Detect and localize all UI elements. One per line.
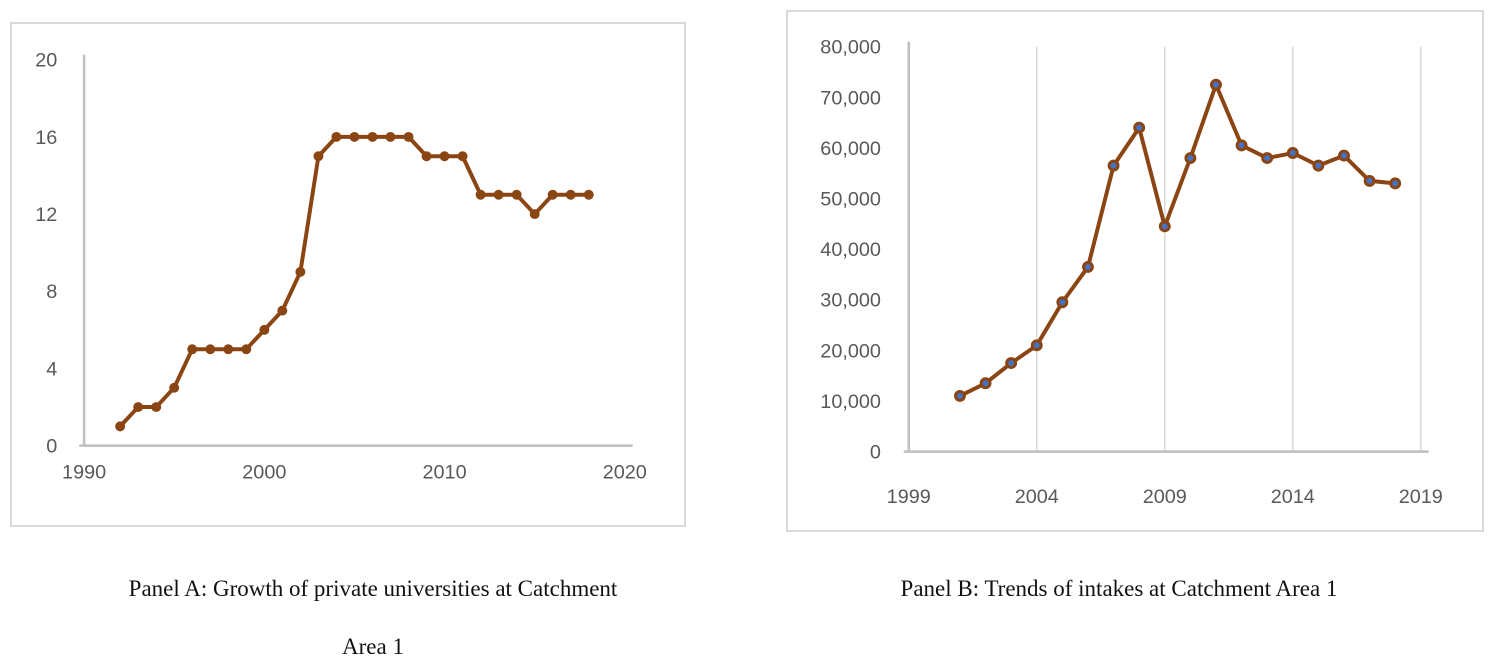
svg-text:60,000: 60,000: [820, 138, 881, 160]
svg-text:4: 4: [46, 358, 57, 380]
panel-b-caption: Panel B: Trends of intakes at Catchment …: [746, 560, 1492, 618]
panel-b-caption-line1: Panel B: Trends of intakes at Catchment …: [900, 576, 1338, 601]
svg-text:16: 16: [35, 127, 57, 149]
svg-text:2014: 2014: [1271, 486, 1315, 508]
svg-text:0: 0: [46, 436, 57, 458]
svg-text:30,000: 30,000: [820, 290, 881, 312]
panel-a-caption-line1: Panel A: Growth of private universities …: [128, 576, 618, 601]
panel-b-chart-frame: 0 10,000 20,000 30,000 40,000 50,000 60,000 70,…: [786, 10, 1484, 532]
svg-text:2004: 2004: [1015, 486, 1059, 508]
svg-text:10,000: 10,000: [820, 391, 881, 413]
svg-text:0: 0: [870, 442, 881, 464]
panel-a-caption: Panel A: Growth of private universities …: [0, 560, 746, 657]
svg-text:80,000: 80,000: [820, 37, 881, 59]
svg-text:2019: 2019: [1399, 486, 1443, 508]
svg-text:2000: 2000: [242, 461, 286, 483]
panel-a-caption-line2: Area 1: [342, 634, 404, 657]
panel-a-chart-frame: 0 4 8 12 16 20 1990 2000 2010 2020: [10, 22, 686, 527]
svg-text:2009: 2009: [1143, 486, 1187, 508]
svg-text:50,000: 50,000: [820, 189, 881, 211]
svg-text:70,000: 70,000: [820, 87, 881, 109]
svg-text:2010: 2010: [422, 461, 466, 483]
svg-text:40,000: 40,000: [820, 239, 881, 261]
svg-text:20: 20: [35, 50, 57, 72]
svg-text:2020: 2020: [603, 461, 647, 483]
panel-a-line-chart: 0 4 8 12 16 20 1990 2000 2010 2020: [35, 50, 647, 484]
svg-text:12: 12: [35, 204, 57, 226]
panel-b-line-chart: 0 10,000 20,000 30,000 40,000 50,000 60,000 70,…: [820, 37, 1443, 509]
svg-text:20,000: 20,000: [820, 340, 881, 362]
svg-text:1999: 1999: [887, 486, 931, 508]
svg-text:1990: 1990: [62, 461, 106, 483]
svg-text:8: 8: [46, 281, 57, 303]
